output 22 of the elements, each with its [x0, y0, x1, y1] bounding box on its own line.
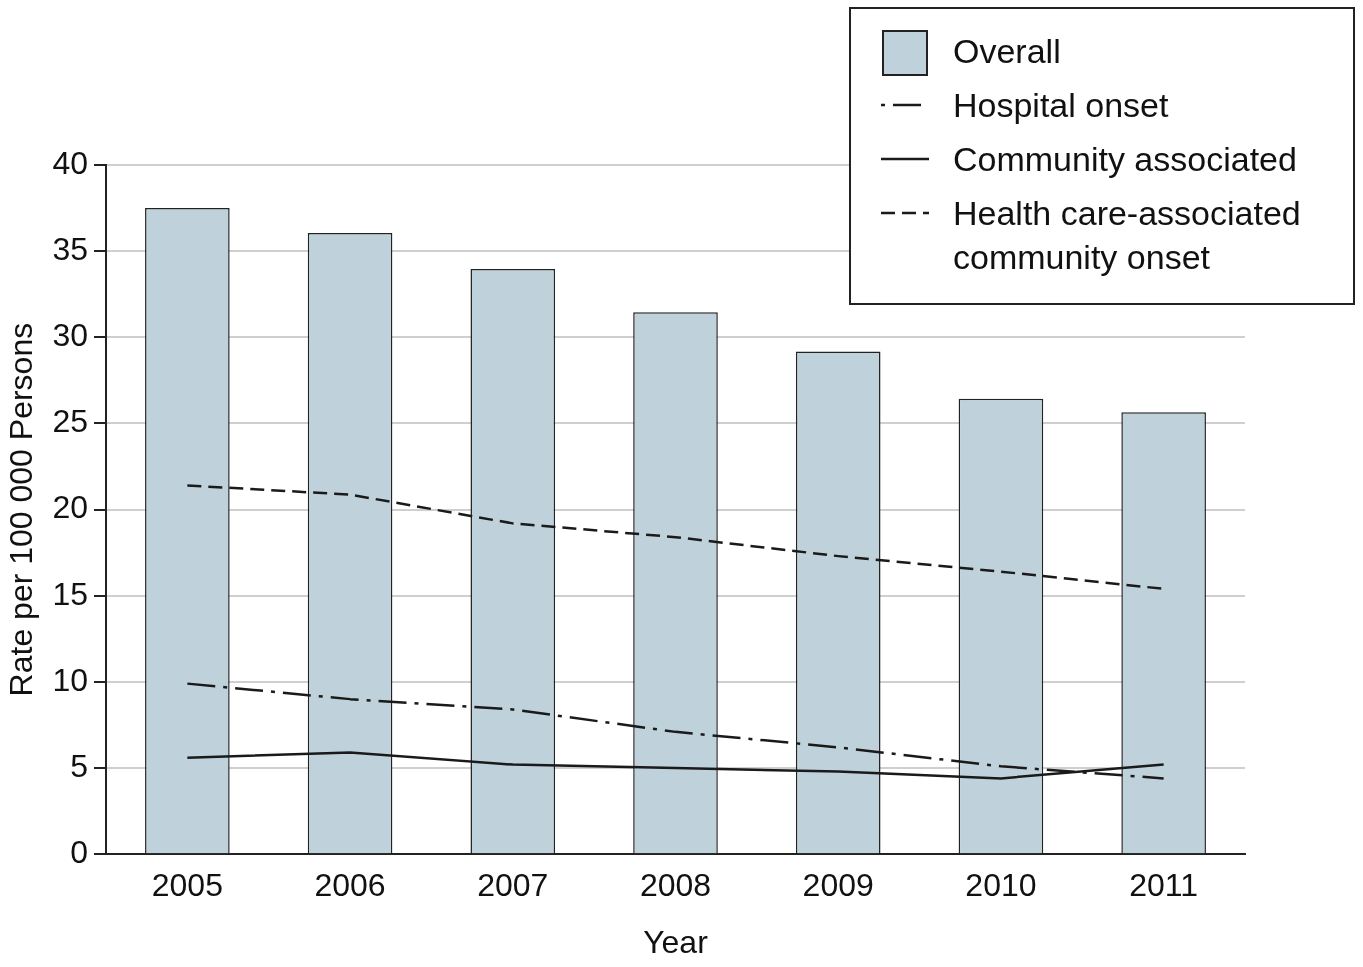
legend-label: Hospital onset [953, 85, 1169, 126]
y-tick-label: 25 [52, 403, 88, 440]
y-tick-label: 35 [52, 230, 88, 267]
x-tick-label: 2005 [151, 867, 223, 904]
legend-label: Community associated [953, 139, 1297, 180]
y-tick-label: 5 [70, 747, 88, 784]
legend-label: Health care-associated community onset [953, 193, 1302, 278]
x-axis-title: Year [643, 923, 709, 960]
x-tick-label: 2008 [639, 867, 712, 904]
y-tick-label: 10 [52, 661, 88, 698]
legend-label: Overall [953, 31, 1061, 72]
x-tick-label: 2007 [477, 867, 549, 904]
x-tick-label: 2006 [314, 867, 386, 904]
y-tick-label: 20 [52, 489, 88, 526]
y-tick-label: 30 [52, 317, 88, 354]
x-tick-label: 2009 [802, 867, 874, 904]
y-axis-title: Rate per 100 000 Persons [3, 322, 40, 697]
x-tick-label: 2011 [1129, 867, 1199, 904]
y-tick-label: 15 [52, 575, 88, 612]
y-tick-label: 0 [70, 834, 88, 871]
y-tick-label: 40 [52, 144, 88, 181]
x-tick-label: 2010 [965, 867, 1037, 904]
